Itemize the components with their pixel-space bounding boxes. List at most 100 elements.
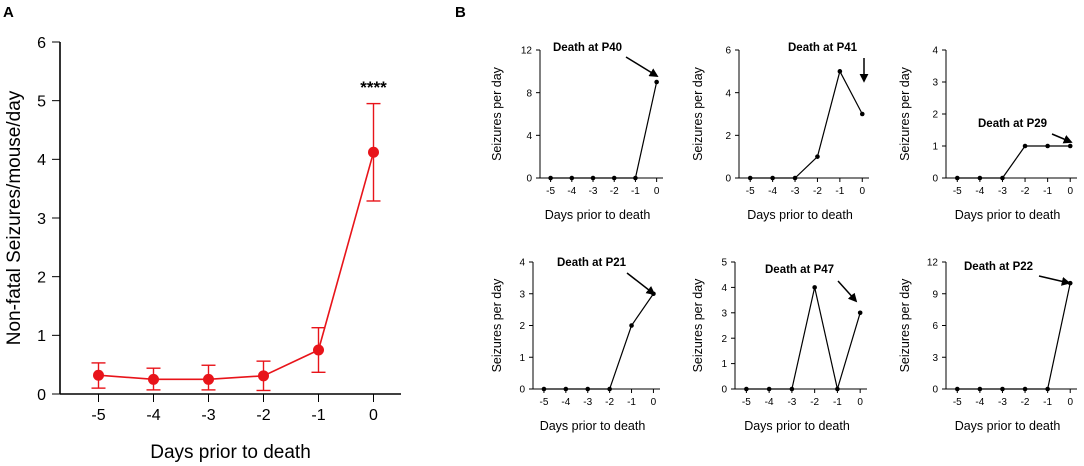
- series-line: [750, 69, 863, 179]
- y-tick-label: 3: [37, 211, 46, 228]
- x-tick-label: -3: [998, 186, 1007, 197]
- x-tick-label: -1: [311, 407, 325, 424]
- y-axis-title: Seizures per day: [898, 278, 912, 373]
- y-tick-label: 3: [932, 353, 938, 364]
- y-tick-label: 0: [519, 385, 525, 396]
- y-tick-label: 12: [927, 258, 939, 269]
- x-axis-title: Days prior to death: [744, 419, 850, 433]
- data-point: [812, 285, 817, 290]
- data-point: [548, 175, 553, 181]
- y-tick-label: 4: [932, 46, 938, 57]
- chart-b6: 0 3 6 9 12 -5 -4 -3 -2 -1 0 Days prior to death Seiz…: [898, 258, 1077, 433]
- chart-b3: 0 1 2 3 4 -5 -4 -3 -2 -1 0 Days prior to death Seizu…: [898, 46, 1077, 222]
- data-point: [835, 386, 840, 392]
- death-annotation: Death at P21: [557, 257, 627, 269]
- x-tick-label: -5: [539, 397, 548, 408]
- y-tick-label: 2: [932, 110, 938, 121]
- y-tick-label: 5: [721, 258, 727, 269]
- annotation-arrow: [626, 272, 656, 296]
- series-line: [98, 152, 375, 381]
- y-tick-label: 6: [37, 35, 46, 52]
- x-tick-label: -2: [605, 397, 614, 408]
- panel-label-a: A: [3, 4, 14, 21]
- x-tick-label: -4: [768, 186, 777, 197]
- data-point: [258, 370, 269, 382]
- x-tick-label: -3: [787, 397, 796, 408]
- x-tick-label: 0: [1067, 397, 1073, 408]
- y-tick-label: 9: [932, 289, 938, 300]
- data-point: [368, 146, 379, 158]
- death-annotation: Death at P22: [964, 261, 1033, 273]
- data-point: [563, 386, 569, 392]
- data-point: [654, 79, 659, 85]
- data-point: [770, 175, 775, 181]
- x-tick-label: -1: [627, 397, 636, 408]
- y-axis-title: Non-fatal Seizures/mouse/day: [4, 90, 25, 345]
- data-point: [744, 386, 749, 392]
- annotation-arrow: [625, 56, 659, 77]
- x-tick-label: 0: [859, 186, 865, 197]
- x-axis-title: Days prior to death: [540, 419, 646, 433]
- data-point: [837, 69, 843, 74]
- death-annotation: Death at P40: [553, 42, 622, 54]
- data-point: [747, 175, 753, 181]
- y-tick-label: 4: [725, 88, 731, 99]
- x-axis-title: Days prior to death: [150, 442, 311, 463]
- y-tick-label: 1: [932, 142, 938, 153]
- y-tick-label: 0: [725, 174, 731, 185]
- data-point: [313, 344, 324, 356]
- x-tick-label: -5: [953, 186, 962, 197]
- data-point: [977, 386, 983, 392]
- data-point: [1067, 143, 1073, 149]
- y-tick-label: 4: [721, 283, 727, 294]
- data-point: [789, 386, 795, 392]
- data-point: [815, 154, 820, 159]
- y-tick-label: 12: [521, 46, 533, 57]
- data-point: [954, 386, 960, 392]
- chart-a: 0 1 2 3 4 5 6 -5 -4 -3 -2 -1 0 Days prior to death Non…: [4, 35, 401, 463]
- data-point: [148, 373, 159, 385]
- x-tick-label: -2: [810, 397, 819, 408]
- chart-b5: 0 1 2 3 4 5 -5 -4 -3 -2 -1 0 Days prior to death Seiz…: [691, 258, 867, 433]
- y-tick-label: 1: [519, 353, 525, 364]
- data-point: [1022, 143, 1028, 149]
- data-point: [792, 175, 798, 181]
- y-axis-title: Seizures per day: [691, 66, 705, 161]
- x-tick-label: 0: [857, 397, 863, 408]
- x-tick-label: 0: [369, 407, 378, 424]
- y-axis-title: Seizures per day: [490, 66, 504, 161]
- y-tick-label: 6: [725, 46, 731, 57]
- x-tick-label: -2: [610, 186, 619, 197]
- x-tick-label: -2: [1021, 186, 1030, 197]
- y-tick-label: 2: [519, 321, 525, 332]
- chart-b2: 0 2 4 6 -5 -4 -3 -2 -1 0 Days prior to death Seizur…: [691, 42, 869, 222]
- x-tick-label: -4: [561, 397, 570, 408]
- data-point: [607, 386, 612, 392]
- x-tick-label: -5: [953, 397, 962, 408]
- x-tick-label: -3: [998, 397, 1007, 408]
- death-annotation: Death at P41: [788, 42, 858, 54]
- data-point: [766, 386, 772, 392]
- x-tick-label: 0: [654, 186, 660, 197]
- y-tick-label: 6: [932, 321, 938, 332]
- data-point: [541, 386, 547, 392]
- data-point: [611, 175, 617, 181]
- data-point: [1022, 386, 1028, 392]
- x-axis-title: Days prior to death: [955, 419, 1061, 433]
- data-point: [569, 175, 575, 181]
- data-point: [1000, 386, 1005, 392]
- x-tick-label: -5: [546, 186, 555, 197]
- data-point: [859, 111, 865, 117]
- data-point: [590, 175, 596, 181]
- y-tick-label: 2: [725, 131, 731, 142]
- data-point: [585, 386, 591, 392]
- y-tick-label: 0: [37, 387, 46, 404]
- y-axis-title: Seizures per day: [691, 278, 705, 373]
- data-point: [629, 323, 634, 328]
- x-tick-label: -3: [589, 186, 598, 197]
- panel-label-b: B: [455, 4, 466, 21]
- x-tick-label: -1: [1043, 397, 1052, 408]
- x-tick-label: -4: [765, 397, 774, 408]
- data-point: [857, 310, 863, 316]
- chart-b4: 0 1 2 3 4 -5 -4 -3 -2 -1 0 Days prior to death Seizu…: [490, 257, 660, 433]
